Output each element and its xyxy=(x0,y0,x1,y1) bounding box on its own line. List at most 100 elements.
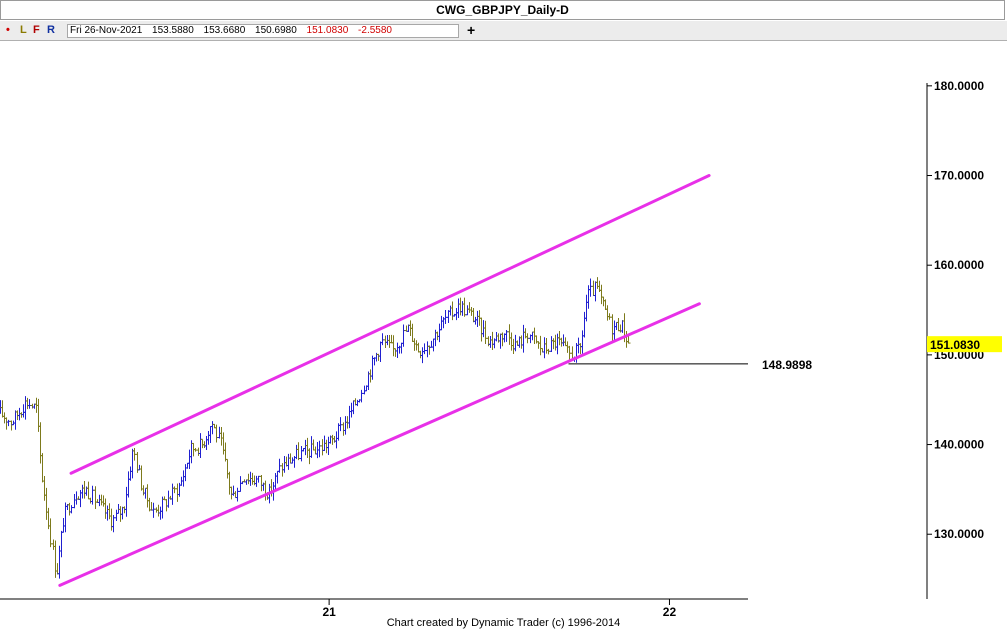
price-bar xyxy=(97,494,102,507)
price-bar xyxy=(616,318,621,332)
price-bar xyxy=(139,465,144,491)
price-bar xyxy=(580,330,585,354)
price-bar xyxy=(141,485,146,496)
price-bar xyxy=(542,337,547,359)
window-title: CWG_GBPJPY_Daily-D xyxy=(0,0,1005,20)
price-bar xyxy=(605,305,610,321)
price-bar xyxy=(481,320,486,338)
price-bar xyxy=(410,323,415,342)
price-bar xyxy=(429,340,434,348)
price-bar xyxy=(296,442,301,461)
info-open: 153.5880 xyxy=(152,25,194,36)
price-bar xyxy=(231,485,236,496)
price-bar xyxy=(202,441,207,448)
price-bar xyxy=(347,405,352,429)
price-bar xyxy=(624,330,629,348)
price-bar xyxy=(610,314,615,342)
price-bar xyxy=(509,332,514,351)
price-tick-label: 180.0000 xyxy=(934,79,984,93)
price-bar xyxy=(330,434,335,445)
price-bar xyxy=(172,486,177,494)
price-bar xyxy=(483,320,488,345)
f-button[interactable]: F xyxy=(33,24,40,36)
price-bar xyxy=(13,410,18,430)
price-bar xyxy=(48,518,53,548)
price-bar xyxy=(557,331,562,346)
price-bar xyxy=(120,506,125,520)
price-bar xyxy=(387,334,392,348)
price-bar xyxy=(156,504,161,517)
price-bar xyxy=(305,437,310,459)
price-chart[interactable]: 148.9898 180.0000170.0000160.0000150.000… xyxy=(0,41,1007,617)
price-bar xyxy=(446,310,451,324)
price-bar xyxy=(479,317,484,342)
price-bar xyxy=(599,284,604,305)
dot-button[interactable]: • xyxy=(6,24,10,36)
price-bar xyxy=(389,334,394,344)
annotation-label: 148.9898 xyxy=(762,358,812,372)
l-button[interactable]: L xyxy=(20,24,27,36)
price-bar xyxy=(570,346,575,359)
price-bar xyxy=(490,331,495,351)
price-bar xyxy=(332,436,337,443)
price-bar xyxy=(158,506,163,520)
price-bar xyxy=(223,442,228,462)
price-bar xyxy=(116,504,121,514)
price-bar xyxy=(439,315,444,331)
price-bar xyxy=(72,494,77,509)
price-bar xyxy=(126,471,131,498)
price-bar xyxy=(378,341,383,363)
price-bar xyxy=(494,332,499,342)
price-bar xyxy=(196,447,201,456)
price-bar xyxy=(425,341,430,358)
price-tick-label: 130.0000 xyxy=(934,527,984,541)
price-bar xyxy=(473,316,478,325)
price-bar xyxy=(21,404,26,418)
info-date: Fri 26-Nov-2021 xyxy=(70,25,143,36)
price-bar xyxy=(391,335,396,357)
channel-lines xyxy=(58,174,711,587)
price-bar xyxy=(53,540,58,578)
price-bar xyxy=(275,470,280,484)
price-tick-label: 140.0000 xyxy=(934,438,984,452)
ohlc-bars xyxy=(0,277,631,579)
price-bar xyxy=(107,503,112,520)
price-bar xyxy=(536,341,541,349)
price-bar xyxy=(376,353,381,361)
price-bar xyxy=(30,403,35,409)
price-bar xyxy=(227,471,232,495)
last-price-label: 151.0830 xyxy=(930,338,980,352)
price-bar xyxy=(412,338,417,351)
price-bar xyxy=(105,505,110,521)
price-bar xyxy=(82,480,87,499)
price-bar xyxy=(416,342,421,353)
price-bar xyxy=(593,281,598,302)
price-bar xyxy=(229,486,234,500)
price-bar xyxy=(401,324,406,347)
price-bar xyxy=(498,333,503,349)
price-bar xyxy=(256,475,261,483)
price-bar xyxy=(355,399,360,407)
price-bar xyxy=(471,308,476,323)
price-bar xyxy=(40,453,45,483)
price-bar xyxy=(17,407,22,421)
price-bar xyxy=(164,499,169,512)
price-bar xyxy=(51,539,56,550)
price-bar xyxy=(317,440,322,458)
price-bar xyxy=(114,509,119,521)
price-bar xyxy=(145,484,150,508)
price-tick-label: 170.0000 xyxy=(934,169,984,183)
r-button[interactable]: R xyxy=(47,24,55,36)
add-symbol-button[interactable]: + xyxy=(467,22,476,38)
price-bar xyxy=(55,563,60,575)
price-bar xyxy=(286,453,291,470)
price-bar xyxy=(326,436,331,455)
price-bar xyxy=(475,310,480,327)
time-tick-label: 21 xyxy=(322,605,336,617)
price-bar xyxy=(288,453,293,464)
price-bar xyxy=(309,436,314,458)
price-bar xyxy=(584,294,589,322)
price-bar xyxy=(351,400,356,415)
price-bar xyxy=(80,484,85,499)
price-bar xyxy=(586,285,591,309)
